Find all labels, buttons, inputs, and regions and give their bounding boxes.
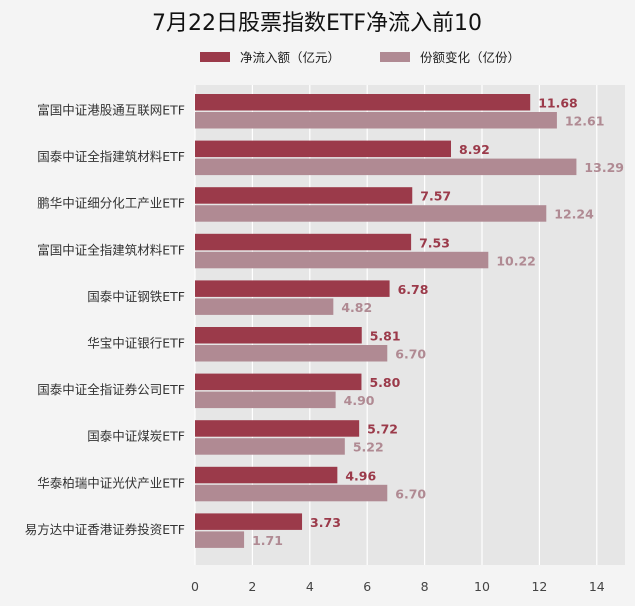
data-label: 10.22 [496, 253, 536, 268]
category-label: 华泰柏瑞中证光伏产业ETF [37, 475, 185, 490]
x-tick-label: 4 [306, 579, 314, 594]
bar-series-2 [195, 298, 334, 315]
bar-series-2 [195, 112, 557, 129]
data-label: 5.81 [370, 329, 401, 344]
x-tick-label: 8 [421, 579, 429, 594]
x-tick-label: 12 [531, 579, 547, 594]
bar-series-1 [195, 466, 338, 484]
bar-series-2 [195, 531, 245, 548]
legend-swatch [200, 52, 230, 62]
bar-series-2 [195, 158, 577, 176]
bar-series-1 [195, 327, 362, 344]
category-label: 国泰中证全指证券公司ETF [37, 382, 185, 397]
x-tick-label: 10 [474, 579, 490, 594]
category-label: 国泰中证煤炭ETF [87, 429, 185, 444]
bar-series-2 [195, 438, 345, 455]
legend-swatch [380, 52, 410, 62]
bars [195, 94, 577, 548]
data-label: 8.92 [459, 142, 490, 157]
x-tick-label: 14 [589, 579, 605, 594]
data-label: 12.24 [554, 207, 594, 222]
data-label: 4.90 [344, 393, 375, 408]
legend-label: 净流入额（亿元） [240, 50, 340, 65]
data-label: 11.68 [538, 96, 578, 111]
data-label: 5.22 [353, 440, 384, 455]
data-label: 7.53 [419, 235, 450, 250]
data-label: 1.71 [252, 533, 283, 548]
category-label: 国泰中证全指建筑材料ETF [37, 149, 185, 164]
bar-series-1 [195, 373, 362, 391]
bar-series-1 [195, 233, 412, 251]
data-label: 5.80 [369, 375, 400, 390]
data-label: 12.61 [565, 114, 605, 129]
legend: 净流入额（亿元） 份额变化（亿份） [200, 50, 520, 65]
data-label: 6.70 [395, 486, 426, 501]
data-label: 4.96 [345, 468, 376, 483]
bar-series-1 [195, 140, 452, 158]
legend-label: 份额变化（亿份） [420, 50, 520, 65]
category-label: 富国中证港股通互联网ETF [37, 103, 185, 118]
bar-series-1 [195, 420, 360, 437]
data-label: 7.57 [420, 189, 451, 204]
category-label: 鹏华中证细分化工产业ETF [37, 196, 185, 211]
data-label: 3.73 [310, 515, 341, 530]
category-label: 易方达中证香港证券投资ETF [25, 522, 185, 537]
x-tick-label: 6 [363, 579, 371, 594]
bar-series-2 [195, 251, 489, 269]
category-label: 富国中证全指建筑材料ETF [37, 242, 185, 257]
data-label: 6.78 [398, 282, 429, 297]
bar-series-2 [195, 391, 336, 409]
category-label: 国泰中证钢铁ETF [87, 289, 185, 304]
chart-title: 7月22日股票指数ETF净流入前10 [152, 11, 482, 36]
data-label: 4.82 [341, 300, 372, 315]
x-tick-label: 0 [191, 579, 199, 594]
labels: 富国中证港股通互联网ETF 11.68 12.61 国泰中证全指建筑材料ETF 8.92… [25, 96, 624, 548]
bar-series-2 [195, 484, 388, 502]
x-tick-label: 2 [248, 579, 256, 594]
data-label: 5.72 [367, 422, 398, 437]
bar-series-1 [195, 94, 531, 111]
bar-series-1 [195, 187, 413, 204]
bar-series-1 [195, 513, 303, 530]
bar-series-1 [195, 280, 390, 297]
bar-series-2 [195, 205, 547, 222]
category-label: 华宝中证银行ETF [87, 336, 185, 351]
bar-series-2 [195, 345, 388, 362]
data-label: 13.29 [584, 160, 624, 175]
data-label: 6.70 [395, 347, 426, 362]
